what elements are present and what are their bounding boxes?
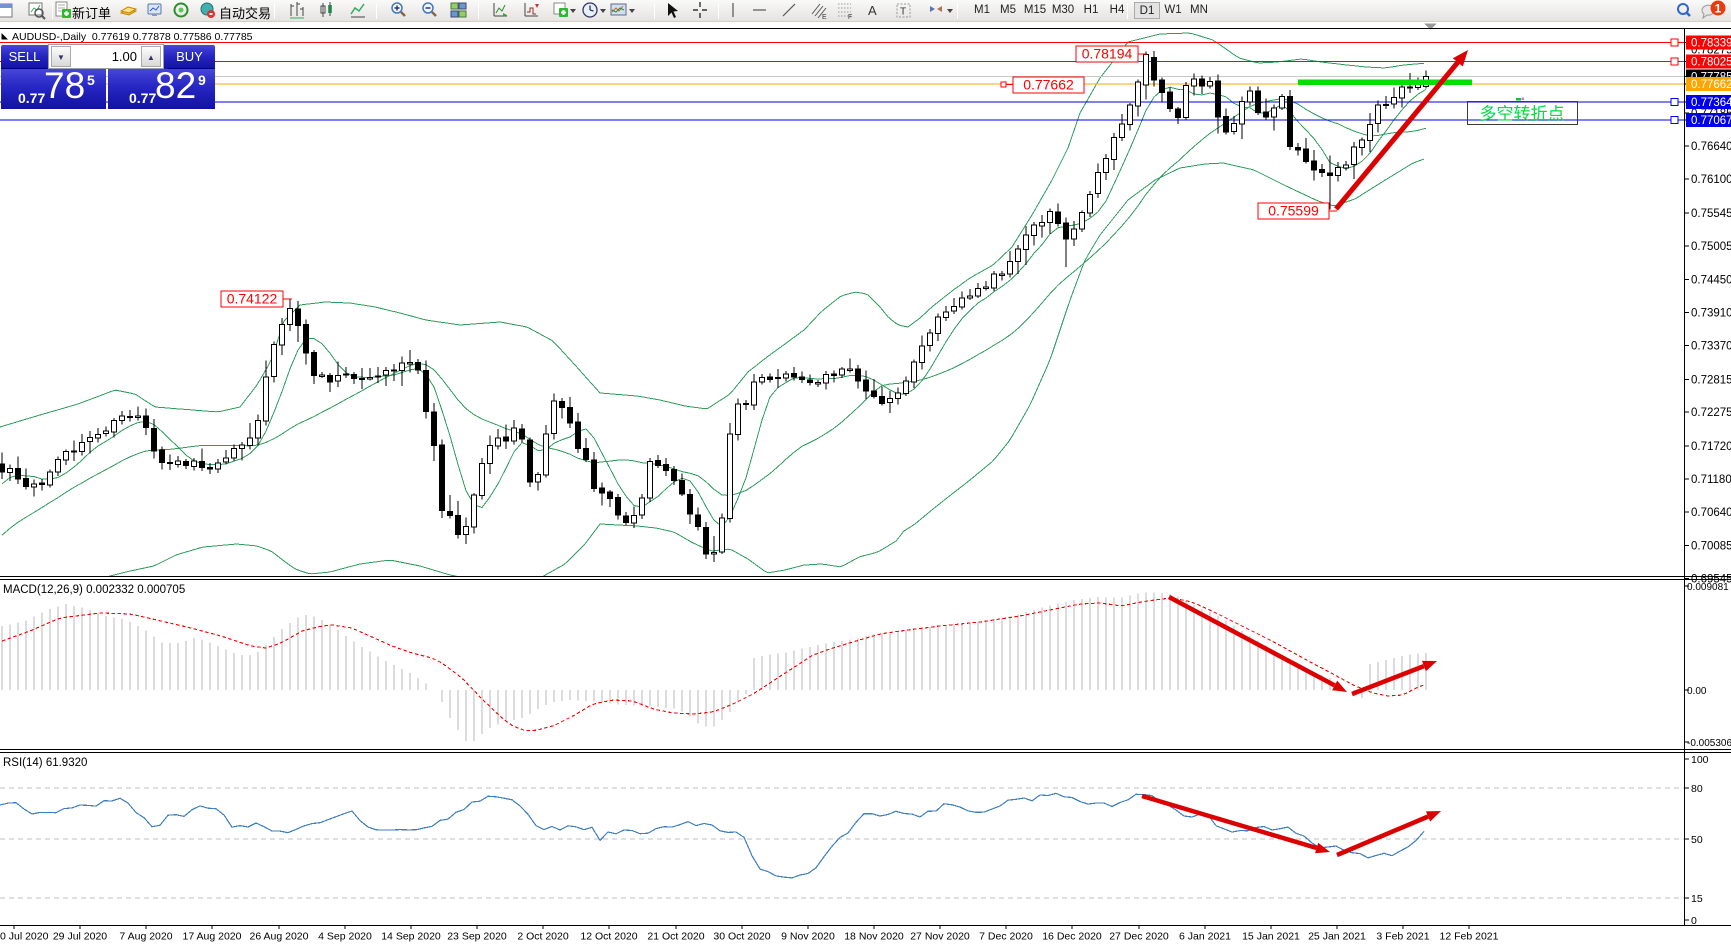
svg-text:0.75545: 0.75545 — [1691, 208, 1731, 220]
svg-text:1: 1 — [1715, 2, 1722, 16]
svg-text:27 Dec 2020: 27 Dec 2020 — [1109, 931, 1169, 943]
svg-text:0.74450: 0.74450 — [1691, 275, 1731, 287]
svg-text:25 Jan 2021: 25 Jan 2021 — [1308, 931, 1366, 943]
svg-text:30 Oct 2020: 30 Oct 2020 — [713, 931, 770, 943]
svg-text:0.77067: 0.77067 — [1691, 115, 1731, 127]
svg-text:0.77662: 0.77662 — [1691, 79, 1731, 91]
svg-text:AUDUSD-,Daily 0.77619 0.77878: AUDUSD-,Daily 0.77619 0.77878 0.77586 0.… — [12, 31, 253, 43]
svg-text:0.78194: 0.78194 — [1082, 46, 1133, 62]
svg-text:0.76640: 0.76640 — [1691, 141, 1731, 153]
svg-text:23 Sep 2020: 23 Sep 2020 — [447, 931, 507, 943]
svg-text:RSI(14) 61.9320: RSI(14) 61.9320 — [3, 757, 87, 769]
svg-text:2 Oct 2020: 2 Oct 2020 — [517, 931, 569, 943]
svg-text:100: 100 — [1691, 754, 1709, 766]
svg-text:0.78025: 0.78025 — [1691, 57, 1731, 69]
svg-text:0.72815: 0.72815 — [1691, 374, 1731, 386]
svg-text:0.74122: 0.74122 — [227, 291, 278, 307]
svg-text:0.70085: 0.70085 — [1691, 541, 1731, 553]
svg-text:0.72275: 0.72275 — [1691, 407, 1731, 419]
svg-text:0.75005: 0.75005 — [1691, 241, 1731, 253]
svg-text:0.69545: 0.69545 — [1691, 574, 1731, 586]
svg-text:0.70640: 0.70640 — [1691, 507, 1731, 519]
svg-text:0 Jul 2020: 0 Jul 2020 — [0, 931, 49, 943]
svg-text:16 Dec 2020: 16 Dec 2020 — [1042, 931, 1102, 943]
svg-text:3 Feb 2021: 3 Feb 2021 — [1376, 931, 1429, 943]
svg-text:0.76100: 0.76100 — [1691, 174, 1731, 186]
svg-text:多空转折点: 多空转折点 — [1480, 105, 1565, 124]
svg-text:E: E — [822, 14, 827, 21]
svg-text:29 Jul 2020: 29 Jul 2020 — [53, 931, 107, 943]
svg-text:0.77662: 0.77662 — [1023, 77, 1074, 93]
svg-text:0.78339: 0.78339 — [1691, 38, 1731, 50]
svg-text:6 Jan 2021: 6 Jan 2021 — [1179, 931, 1231, 943]
svg-text:12 Feb 2021: 12 Feb 2021 — [1440, 931, 1499, 943]
svg-text:0.71720: 0.71720 — [1691, 441, 1731, 453]
svg-text:T: T — [900, 7, 906, 18]
svg-text:4 Sep 2020: 4 Sep 2020 — [318, 931, 372, 943]
svg-text:0.75599: 0.75599 — [1268, 203, 1319, 219]
svg-text:MACD(12,26,9) 0.002332 0.00070: MACD(12,26,9) 0.002332 0.000705 — [3, 584, 185, 596]
svg-text:A: A — [868, 3, 877, 18]
svg-text:0.009081: 0.009081 — [1687, 582, 1729, 593]
svg-text:15: 15 — [1691, 893, 1703, 905]
svg-text:26 Aug 2020: 26 Aug 2020 — [250, 931, 309, 943]
svg-text:0: 0 — [1691, 915, 1697, 927]
svg-text:-0.005306: -0.005306 — [1687, 738, 1731, 749]
svg-text:0.73910: 0.73910 — [1691, 308, 1731, 320]
svg-text:15 Jan 2021: 15 Jan 2021 — [1242, 931, 1300, 943]
svg-text:F: F — [848, 14, 852, 21]
svg-text:27 Nov 2020: 27 Nov 2020 — [910, 931, 970, 943]
svg-text:17 Aug 2020: 17 Aug 2020 — [183, 931, 242, 943]
svg-text:80: 80 — [1691, 783, 1703, 795]
svg-text:50: 50 — [1691, 834, 1703, 846]
svg-text:0.73370: 0.73370 — [1691, 341, 1731, 353]
svg-text:0.71180: 0.71180 — [1691, 474, 1731, 486]
svg-text:9 Nov 2020: 9 Nov 2020 — [781, 931, 835, 943]
svg-text:0.00: 0.00 — [1687, 686, 1707, 697]
svg-text:18 Nov 2020: 18 Nov 2020 — [844, 931, 904, 943]
svg-text:14 Sep 2020: 14 Sep 2020 — [381, 931, 441, 943]
svg-text:7 Aug 2020: 7 Aug 2020 — [119, 931, 172, 943]
svg-text:12 Oct 2020: 12 Oct 2020 — [580, 931, 637, 943]
svg-text:0.77364: 0.77364 — [1691, 97, 1731, 109]
svg-text:21 Oct 2020: 21 Oct 2020 — [647, 931, 704, 943]
svg-text:7 Dec 2020: 7 Dec 2020 — [979, 931, 1033, 943]
